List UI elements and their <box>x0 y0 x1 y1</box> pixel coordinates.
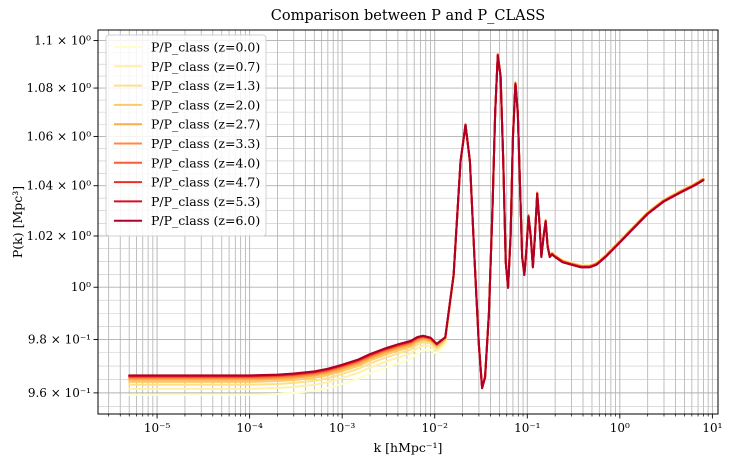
y-tick-label: 9.8 × 10⁻¹ <box>28 333 91 347</box>
y-tick-label: 1.02 × 10⁰ <box>27 229 92 243</box>
y-tick-label: 1.04 × 10⁰ <box>27 179 92 193</box>
legend-label: P/P_class (z=1.3) <box>151 78 260 93</box>
tick-labels: 10⁻⁵ 10⁻⁴ 10⁻³ 10⁻² 10⁻¹ 10⁰ 10¹ 9.6 × 10⁻¹ 9.8 … <box>27 34 723 435</box>
legend-label: P/P_class (z=3.3) <box>151 136 260 151</box>
x-tick-label: 10⁻³ <box>329 421 356 435</box>
y-tick-label: 10⁰ <box>71 280 91 294</box>
series-line-9 <box>128 54 705 390</box>
legend: P/P_class (z=0.0) P/P_class (z=0.7) P/P_cl… <box>105 34 267 237</box>
x-tick-label: 10⁰ <box>610 421 630 435</box>
plot-area-frame <box>97 29 719 415</box>
y-tick-label: 1.1 × 10⁰ <box>34 34 91 48</box>
legend-label: P/P_class (z=0.7) <box>151 59 260 74</box>
legend-label: P/P_class (z=2.0) <box>151 97 260 112</box>
x-tick-label: 10⁻¹ <box>514 421 540 435</box>
y-tick-label: 1.08 × 10⁰ <box>27 81 92 95</box>
series-lines <box>128 52 705 396</box>
x-tick-label: 10⁻⁴ <box>236 421 263 435</box>
y-tick-label: 9.6 × 10⁻¹ <box>28 386 91 400</box>
x-tick-label: 10¹ <box>702 421 722 435</box>
x-axis-label: k [hMpc⁻¹] <box>374 440 443 455</box>
y-axis-label: P(k) [Mpc³] <box>10 186 25 258</box>
x-tick-label: 10⁻⁵ <box>144 421 171 435</box>
legend-label: P/P_class (z=6.0) <box>151 213 260 228</box>
legend-box <box>105 34 267 237</box>
legend-label: P/P_class (z=2.7) <box>151 117 260 132</box>
x-tick-label: 10⁻² <box>422 421 449 435</box>
legend-label: P/P_class (z=4.7) <box>151 175 260 190</box>
legend-label: P/P_class (z=0.0) <box>151 40 260 55</box>
axis-ticks <box>93 40 713 419</box>
y-tick-label: 1.06 × 10⁰ <box>27 129 92 143</box>
chart-title: Comparison between P and P_CLASS <box>271 8 545 24</box>
legend-label: P/P_class (z=4.0) <box>151 155 260 170</box>
legend-label: P/P_class (z=5.3) <box>151 194 260 209</box>
